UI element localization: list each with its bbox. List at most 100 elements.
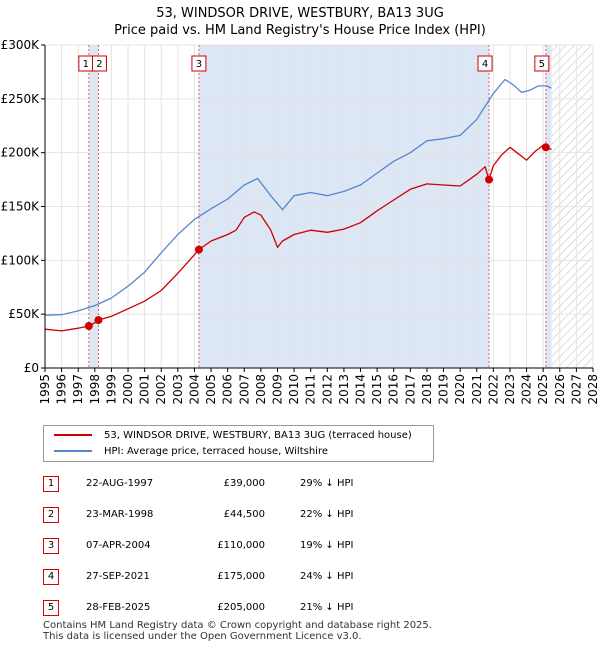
x-tick-label: 2002 (154, 374, 168, 405)
sale-hpi-diff: 19% ↓ HPI (300, 540, 354, 551)
sale-row-1: 1 22-AUG-1997 £39,000 29% ↓ HPI (0, 474, 600, 494)
x-tick-label: 1999 (104, 374, 118, 405)
sale-label-text: 4 (482, 59, 488, 70)
sale-label-text: 1 (83, 59, 89, 70)
sale-date: 23-MAR-1998 (86, 509, 154, 520)
sale-label-4: 4 (477, 55, 493, 72)
x-tick-label: 2009 (270, 374, 284, 405)
x-tick-label: 2014 (354, 374, 368, 405)
x-tick-label: 2028 (586, 374, 600, 405)
sale-hpi-diff: 24% ↓ HPI (300, 571, 354, 582)
sale-label-2: 2 (91, 55, 107, 72)
sale-label-1: 1 (78, 55, 94, 72)
x-tick-label: 1995 (38, 374, 52, 405)
x-tick-label: 1997 (71, 374, 85, 405)
x-tick-label: 2006 (221, 374, 235, 405)
x-tick-label: 2027 (569, 374, 583, 405)
legend-item-property: 53, WINDSOR DRIVE, WESTBURY, BA13 3UG (t… (54, 429, 412, 443)
sale-label-box (191, 55, 207, 72)
x-tick-label: 2010 (287, 374, 301, 405)
x-tick-label: 2000 (121, 374, 135, 405)
x-tick-label: 2005 (204, 374, 218, 405)
legend-swatch-property (54, 434, 92, 436)
y-tick-label: £50K (8, 307, 40, 321)
sale-label-3: 3 (191, 55, 207, 72)
sale-label-box (91, 55, 107, 72)
sale-point-4 (485, 175, 494, 184)
x-tick-label: 2013 (337, 374, 351, 405)
sale-label-box (534, 55, 550, 72)
x-tick-label: 2020 (453, 374, 467, 405)
sale-point-2 (94, 316, 103, 325)
sale-date: 28-FEB-2025 (86, 602, 151, 613)
x-tick-label: 2019 (437, 374, 451, 405)
footer-note: Contains HM Land Registry data © Crown c… (43, 620, 432, 642)
x-tick-label: 2008 (254, 374, 268, 405)
sale-date: 07-APR-2004 (86, 540, 151, 551)
hpi-line (44, 78, 552, 316)
sale-number: 1 (43, 476, 59, 492)
sale-number: 3 (43, 538, 59, 554)
chart-legend: 53, WINDSOR DRIVE, WESTBURY, BA13 3UG (t… (43, 425, 434, 462)
x-tick-label: 1998 (88, 374, 102, 405)
sale-point-5 (541, 143, 550, 152)
sale-row-5: 5 28-FEB-2025 £205,000 21% ↓ HPI (0, 598, 600, 618)
sale-price: £175,000 (217, 571, 265, 582)
footer-line-1: Contains HM Land Registry data © Crown c… (43, 620, 432, 631)
x-tick-label: 2017 (403, 374, 417, 405)
sale-row-3: 3 07-APR-2004 £110,000 19% ↓ HPI (0, 536, 600, 556)
y-tick-label: £0 (24, 361, 39, 375)
x-tick-label: 1996 (55, 374, 69, 405)
x-tick-label: 2003 (171, 374, 185, 405)
price-chart: 53, WINDSOR DRIVE, WESTBURY, BA13 3UG Pr… (1, 6, 600, 405)
sale-date: 27-SEP-2021 (86, 571, 150, 582)
sale-number: 4 (43, 569, 59, 585)
sale-label-text: 2 (96, 59, 102, 70)
sale-price: £44,500 (223, 509, 265, 520)
sale-price: £39,000 (223, 478, 265, 489)
sale-hpi-diff: 21% ↓ HPI (300, 602, 354, 613)
x-tick-label: 2023 (503, 374, 517, 405)
sale-label-text: 5 (539, 59, 545, 70)
sale-hpi-diff: 29% ↓ HPI (300, 478, 354, 489)
x-tick-label: 2016 (387, 374, 401, 405)
sale-label-box (477, 55, 493, 72)
x-tick-label: 2025 (536, 374, 550, 405)
x-tick-label: 2004 (187, 374, 201, 405)
sale-price: £110,000 (217, 540, 265, 551)
property-price-line (44, 144, 552, 332)
y-tick-label: £200K (1, 146, 41, 160)
y-tick-label: £250K (1, 92, 41, 106)
x-tick-label: 2022 (486, 374, 500, 405)
legend-label-hpi: HPI: Average price, terraced house, Wilt… (104, 446, 328, 457)
y-tick-label: £150K (1, 200, 41, 214)
x-tick-label: 2012 (320, 374, 334, 405)
sale-price: £205,000 (217, 602, 265, 613)
legend-item-hpi: HPI: Average price, terraced house, Wilt… (54, 445, 328, 459)
x-tick-label: 2007 (237, 374, 251, 405)
x-tick-label: 2001 (138, 374, 152, 405)
sale-date: 22-AUG-1997 (86, 478, 154, 489)
x-tick-label: 2018 (420, 374, 434, 405)
sale-point-3 (194, 245, 203, 254)
x-tick-label: 2015 (370, 374, 384, 405)
legend-swatch-hpi (54, 450, 92, 452)
x-tick-label: 2026 (553, 374, 567, 405)
sale-label-5: 5 (534, 55, 550, 72)
footer-line-2: This data is licensed under the Open Gov… (43, 631, 362, 642)
y-tick-label: £300K (1, 38, 41, 52)
x-tick-label: 2011 (304, 374, 318, 405)
chart-title-line1: 53, WINDSOR DRIVE, WESTBURY, BA13 3UG (156, 6, 444, 21)
x-tick-label: 2021 (470, 374, 484, 405)
sale-point-1 (84, 322, 93, 331)
sale-row-2: 2 23-MAR-1998 £44,500 22% ↓ HPI (0, 505, 600, 525)
legend-label-property: 53, WINDSOR DRIVE, WESTBURY, BA13 3UG (t… (104, 430, 412, 441)
sale-label-text: 3 (196, 59, 202, 70)
sale-hpi-diff: 22% ↓ HPI (300, 509, 354, 520)
x-tick-label: 2024 (520, 374, 534, 405)
sale-row-4: 4 27-SEP-2021 £175,000 24% ↓ HPI (0, 567, 600, 587)
y-tick-label: £100K (1, 253, 41, 267)
sale-number: 5 (43, 600, 59, 616)
chart-title-line2: Price paid vs. HM Land Registry's House … (114, 23, 486, 38)
sale-number: 2 (43, 507, 59, 523)
